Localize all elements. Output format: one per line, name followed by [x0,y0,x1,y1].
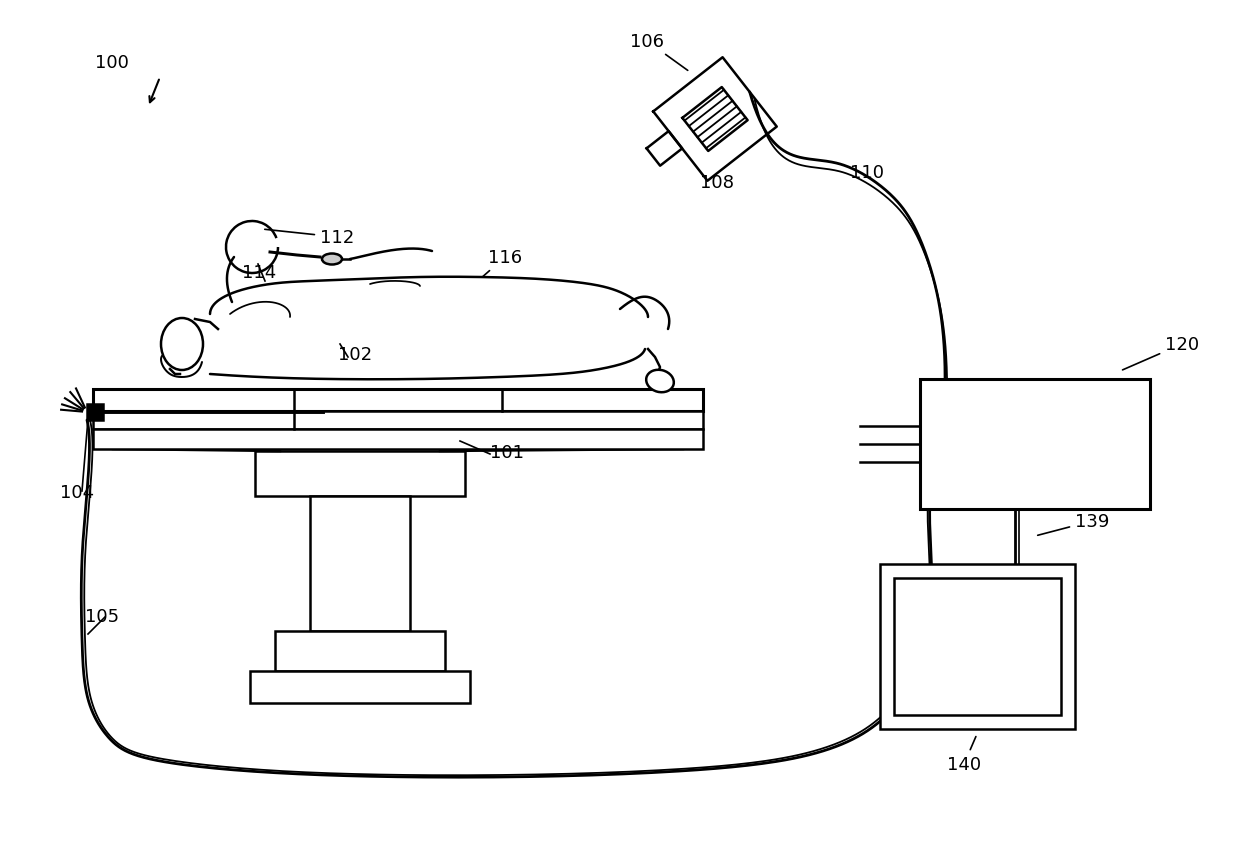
Text: 100: 100 [95,54,129,72]
Ellipse shape [161,319,203,371]
Text: 140: 140 [947,737,981,773]
Text: 104: 104 [60,483,94,502]
Text: 139: 139 [1038,512,1110,536]
Bar [93,429,703,450]
Text: 120: 120 [1122,336,1199,371]
Bar [310,497,410,631]
Bar [920,379,1149,509]
Text: 116: 116 [482,249,522,278]
Text: 106: 106 [630,33,688,72]
Bar [93,389,703,412]
Bar [93,412,703,429]
Bar [250,671,470,703]
Bar [880,564,1075,729]
Bar [894,579,1061,715]
Text: 114: 114 [242,263,277,282]
Text: 108: 108 [701,174,734,192]
Bar [255,452,465,497]
Text: 110: 110 [849,164,884,181]
Bar [87,405,103,421]
Ellipse shape [646,371,673,393]
Text: 112: 112 [265,228,355,247]
Ellipse shape [322,254,342,265]
Text: 102: 102 [339,346,372,364]
Bar [275,631,445,671]
Text: 101: 101 [490,444,525,462]
Text: 105: 105 [86,607,119,625]
